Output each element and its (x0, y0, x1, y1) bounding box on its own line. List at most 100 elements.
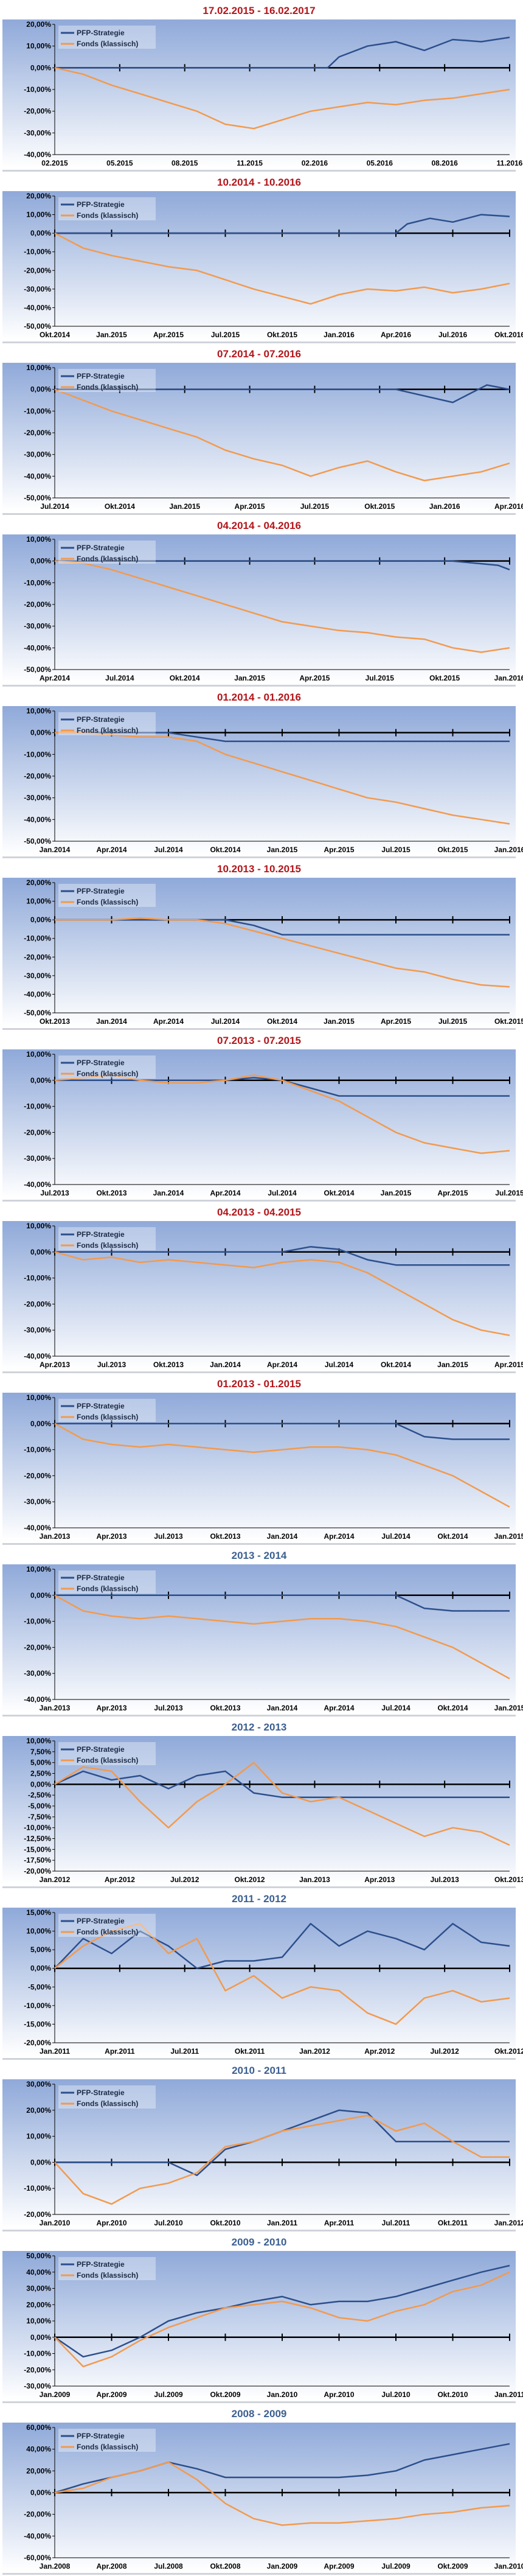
y-tick-label: -50,00% (24, 837, 51, 845)
y-tick-label: 10,00% (26, 897, 51, 906)
y-tick-label: -20,00% (24, 772, 51, 780)
x-tick-label: Jul.2009 (381, 2562, 410, 2571)
plot-background (2, 1908, 516, 2056)
legend-label-funds: Fonds (klassisch) (77, 555, 138, 563)
y-tick-label: -10,00% (24, 407, 51, 415)
y-tick-label: -15,00% (24, 1845, 51, 1853)
x-tick-label: Okt.2014 (267, 1017, 297, 1026)
x-tick-label: Apr.2014 (267, 1360, 297, 1369)
series-line-strategy (55, 1423, 510, 1440)
x-tick-label: Jan.2012 (299, 2047, 330, 2056)
x-tick-label: Jan.2012 (494, 2219, 523, 2227)
x-tick-label: Jan.2009 (267, 2562, 298, 2571)
y-tick-label: 0,00% (30, 385, 51, 394)
x-tick-label: Jul.2015 (495, 1189, 523, 1197)
chart-panel: 2013 - 2014 10,00% 0,00% -10,00% -20,00% -30,… (2, 1545, 523, 1717)
legend-label-funds: Fonds (klassisch) (77, 211, 138, 220)
x-tick-label: Apr.2015 (381, 1017, 411, 1026)
chart-title: 17.02.2015 - 16.02.2017 (203, 5, 316, 16)
y-tick-label: -10,00% (24, 1617, 51, 1626)
chart-title: 10.2013 - 10.2015 (216, 863, 301, 875)
plot-background (2, 534, 516, 683)
y-tick-label: 0,00% (30, 557, 51, 565)
series-line-strategy (54, 1770, 510, 1798)
y-tick-label: 10,00% (26, 42, 51, 51)
x-tick-label: Okt.2008 (210, 2562, 240, 2571)
x-tick-label: Apr.2011 (324, 2219, 355, 2227)
chart-panel: 10.2014 - 10.2016 20,00% 10,00% 0,00% -10,00… (2, 172, 523, 343)
x-tick-label: 08.2016 (431, 159, 458, 167)
x-tick-label: Jul.2014 (268, 1189, 297, 1197)
x-tick-label: Okt.2011 (235, 2047, 265, 2056)
plot-background (2, 706, 516, 855)
x-tick-label: Jan.2009 (40, 2390, 71, 2399)
series-line-funds (54, 1251, 510, 1337)
chart-title: 01.2014 - 01.2016 (216, 691, 301, 703)
x-tick-label: Jan.2015 (169, 502, 200, 511)
y-tick-label: -20,00% (24, 600, 51, 609)
x-tick-label: Jan.2010 (40, 2219, 71, 2227)
x-tick-label: Okt.2016 (494, 331, 523, 339)
x-tick-label: Okt.2014 (210, 845, 240, 854)
chart-panel: 2009 - 2010 50,00% 40,00% 30,00% 20,00% 10,00… (2, 2231, 523, 2403)
line-chart: 20,00% 10,00% 0,00% -10,00% -20,00% -30,00% -4… (2, 878, 523, 1026)
y-tick-label: -50,00% (24, 665, 51, 674)
chart-panel: 2010 - 2011 30,00% 20,00% 10,00% 0,00% -10,00… (2, 2060, 523, 2231)
legend-box (58, 1742, 156, 1765)
series-line-funds (54, 232, 510, 305)
line-chart: 20,00% 10,00% 0,00% -10,00% -20,00% -30,00% -4… (2, 19, 523, 168)
x-tick-label: Jan.2008 (40, 2562, 71, 2571)
x-tick-label: Jul.2013 (430, 1875, 459, 1884)
y-tick-label: -20,00% (24, 1643, 51, 1651)
x-tick-label: Jul.2014 (381, 1532, 410, 1541)
y-tick-label: 10,00% (26, 707, 51, 715)
x-tick-label: Jan.2010 (267, 2390, 298, 2399)
x-tick-label: Okt.2014 (40, 331, 70, 339)
plot-background (2, 2423, 516, 2571)
legend-label-funds: Fonds (klassisch) (77, 383, 138, 391)
x-tick-label: Jul.2013 (40, 1189, 69, 1197)
chart-title: 04.2013 - 04.2015 (216, 1206, 301, 1218)
y-tick-label: -40,00% (24, 150, 51, 159)
legend-label-funds: Fonds (klassisch) (77, 2271, 138, 2280)
x-tick-label: Apr.2009 (96, 2390, 126, 2399)
y-tick-label: -30,00% (24, 1326, 51, 1334)
line-chart: 10,00%0,00%-10,00%-20,00%-30,00%-40,00%J… (2, 1564, 523, 1713)
x-tick-label: Jan.2011 (267, 2219, 297, 2227)
y-tick-label: 0,00% (30, 2488, 51, 2497)
y-tick-label: -30,00% (24, 450, 51, 459)
y-tick-label: -30,00% (24, 1154, 51, 1163)
x-tick-label: Okt.2014 (324, 1189, 354, 1197)
y-tick-label: 0,00% (30, 1076, 51, 1085)
legend-box (58, 1570, 156, 1594)
x-tick-label: Apr.2013 (96, 1532, 126, 1541)
legend-label-strategy: PFP-Strategie (77, 1402, 125, 1410)
line-chart: 10,00% 7,50% 5,00% 2,50% 0,00% -2,50% -5,00% -7… (2, 1736, 523, 1885)
x-tick-label: Jul.2014 (154, 845, 183, 854)
y-tick-label: -30,00% (24, 794, 51, 802)
x-tick-label: Apr.2015 (299, 674, 330, 682)
y-tick-label: -20,00% (24, 1471, 51, 1480)
x-tick-label: Jul.2011 (382, 2219, 410, 2227)
legend-label-strategy: PFP-Strategie (77, 1230, 125, 1239)
y-tick-label: -10,00% (24, 248, 51, 256)
series-line-funds (54, 1762, 510, 1846)
x-tick-label: 11.2016 (497, 159, 523, 167)
x-tick-label: Okt.2015 (494, 1017, 523, 1026)
x-tick-label: Apr.2014 (210, 1189, 240, 1197)
y-tick-label: -20,00% (24, 1128, 51, 1136)
series-line-strategy (55, 1594, 510, 1612)
y-tick-label: 20,00% (26, 2106, 51, 2115)
chart-panel: 17.02.2015 - 16.02.2017 20,00% 10,00% 0,00%… (2, 0, 523, 172)
x-tick-label: Jul.2014 (40, 502, 69, 511)
series-line-funds (54, 560, 510, 653)
x-tick-label: Jul.2013 (97, 1360, 126, 1369)
x-tick-label: Apr.2015 (437, 1189, 468, 1197)
legend-label-funds: Fonds (klassisch) (77, 898, 138, 906)
x-tick-label: Okt.2009 (437, 2562, 468, 2571)
x-tick-label: 11.2015 (237, 159, 263, 167)
y-tick-label: -50,00% (24, 322, 51, 331)
series-line-strategy (55, 919, 510, 936)
series-line-funds (54, 2271, 510, 2368)
x-tick-label: Jul.2015 (438, 1017, 468, 1026)
